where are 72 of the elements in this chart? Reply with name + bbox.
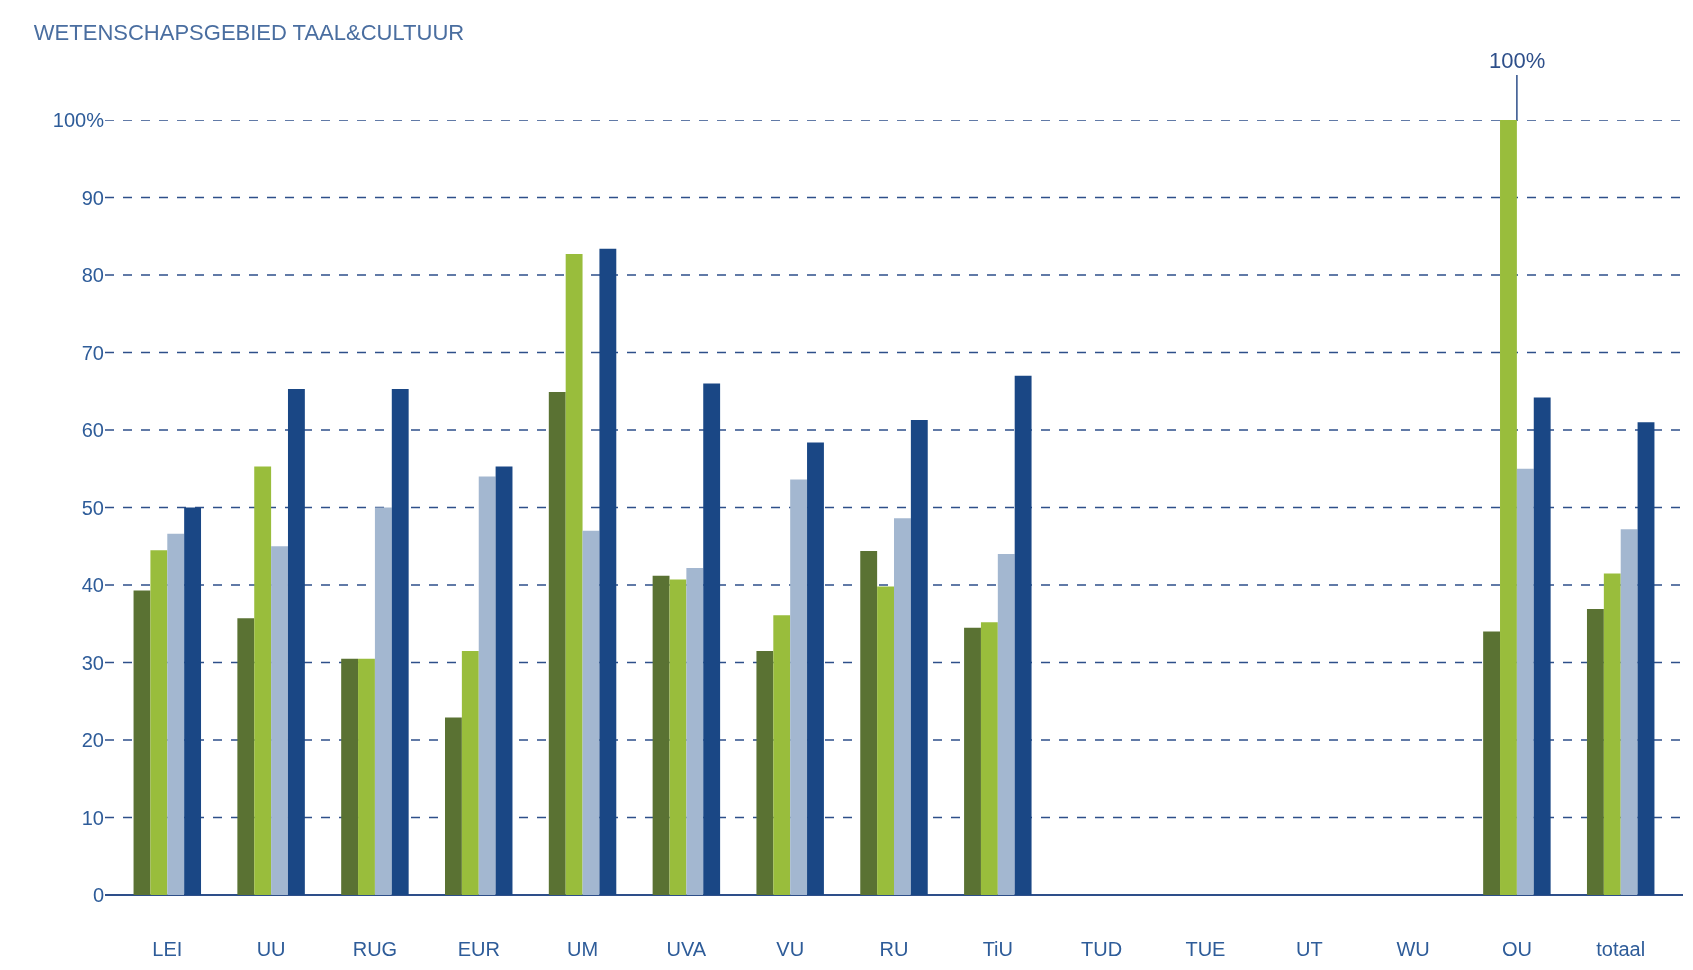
bar — [445, 717, 462, 895]
bar — [1637, 422, 1655, 895]
y-tick-label: 40 — [81, 574, 104, 596]
y-tick-label: 90 — [81, 186, 104, 209]
bar — [565, 254, 583, 895]
bar — [1603, 573, 1621, 895]
bar — [582, 530, 600, 895]
bar — [790, 479, 808, 895]
bar — [495, 466, 513, 895]
x-tick-label: RU — [879, 938, 909, 960]
bar — [167, 533, 185, 895]
bar — [287, 388, 305, 895]
x-tick-label: OU — [1501, 938, 1532, 960]
x-tick-label: EUR — [457, 938, 500, 960]
x-tick-label: VU — [776, 938, 805, 960]
y-tick-label: 60 — [81, 419, 104, 441]
bar — [341, 658, 359, 895]
x-tick-label: UVA — [666, 938, 707, 960]
bar — [1483, 631, 1501, 895]
bar — [1620, 529, 1638, 895]
y-tick-label: 0 — [92, 884, 104, 906]
bar — [910, 419, 928, 895]
y-tick-label: 70 — [81, 341, 104, 364]
bar — [133, 590, 151, 895]
bar — [807, 442, 824, 895]
bar — [1586, 609, 1604, 895]
bar — [374, 507, 392, 895]
y-tick-label: 80 — [81, 264, 104, 286]
bar — [461, 650, 479, 895]
bar — [773, 615, 791, 895]
bar — [391, 388, 409, 895]
y-tick-label: 20 — [81, 729, 104, 751]
bar — [980, 622, 998, 895]
x-tick-label: LEI — [152, 938, 183, 960]
bar — [860, 550, 878, 895]
x-tick-label: UM — [567, 938, 599, 960]
bar — [877, 586, 894, 895]
bar — [964, 627, 981, 895]
y-tick-label: 50 — [81, 496, 104, 519]
chart-title: WETENSCHAPSGEBIED TAAL&CULTUUR — [33, 19, 465, 45]
bar — [669, 579, 687, 895]
bar — [358, 658, 375, 895]
x-tick-label: TUD — [1081, 938, 1123, 960]
bar — [1014, 375, 1032, 895]
x-tick-label: UT — [1295, 938, 1323, 960]
x-tick-label: totaal — [1596, 938, 1646, 960]
bar — [997, 554, 1015, 895]
bar — [548, 392, 566, 895]
bar — [271, 546, 288, 895]
bar — [1516, 468, 1534, 895]
bar — [237, 618, 255, 895]
y-tick-label: 10 — [81, 806, 104, 829]
bar — [703, 383, 721, 895]
x-tick-label: UU — [256, 938, 286, 960]
bar — [756, 650, 774, 895]
bar — [184, 507, 202, 895]
x-tick-label: TiU — [982, 938, 1014, 960]
bar — [599, 248, 617, 895]
bar — [254, 466, 272, 895]
bar — [686, 567, 704, 895]
x-tick-label: WU — [1396, 938, 1430, 960]
annotation: 100% — [1489, 48, 1546, 73]
bar — [652, 575, 670, 895]
bar — [150, 550, 168, 895]
bar — [478, 476, 496, 895]
y-tick-label: 30 — [81, 651, 104, 674]
bar — [1533, 397, 1551, 895]
y-tick-label: 100% — [52, 109, 105, 131]
x-tick-label: TUE — [1185, 938, 1226, 960]
x-tick-label: RUG — [352, 938, 398, 960]
bar — [894, 518, 911, 895]
bar — [1500, 120, 1517, 895]
